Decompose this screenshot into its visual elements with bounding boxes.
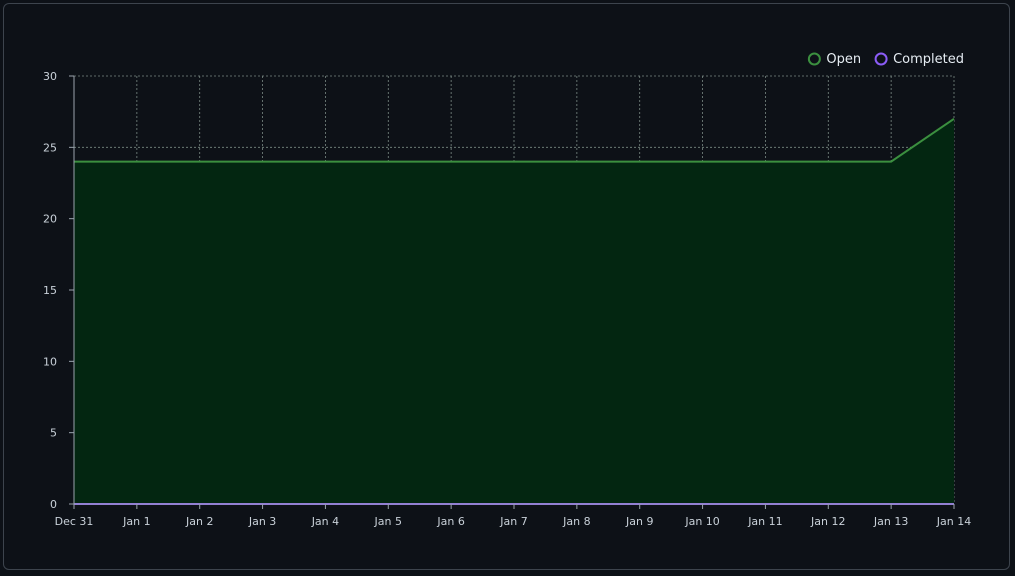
y-tick-labels: 0 5 10 15 20 25 30 (43, 70, 74, 511)
line-open (74, 117, 955, 163)
x-tick-label: Jan 3 (248, 515, 276, 528)
x-tick-label: Jan 8 (562, 515, 590, 528)
x-tick-label: Jan 9 (625, 515, 653, 528)
x-tick-label: Jan 5 (374, 515, 402, 528)
x-tick-label: Jan 4 (311, 515, 339, 528)
x-tick-label: Jan 11 (747, 515, 782, 528)
legend-marker (874, 52, 888, 66)
y-tick-label: 20 (43, 213, 57, 226)
legend: Completed Open (807, 52, 964, 67)
x-tick-label: Jan 14 (936, 515, 971, 528)
x-tick-label: Jan 6 (436, 515, 464, 528)
legend-label: Completed (893, 52, 964, 67)
y-tick-label: 30 (43, 70, 57, 83)
legend-item-completed[interactable]: Completed (874, 52, 964, 67)
area-open (74, 118, 954, 505)
x-tick-label: Jan 7 (499, 515, 527, 528)
x-tick-label: Jan 1 (122, 515, 150, 528)
y-tick-label: 0 (50, 498, 57, 511)
x-tick-label: Jan 2 (185, 515, 213, 528)
x-tick-label: Jan 12 (810, 515, 845, 528)
x-tick-label: Jan 10 (684, 515, 719, 528)
y-tick-label: 15 (43, 284, 57, 297)
y-tick-label: 5 (50, 427, 57, 440)
legend-marker (807, 52, 821, 66)
y-tick-label: 25 (43, 141, 57, 154)
x-tick-label: Dec 31 (55, 515, 94, 528)
legend-label: Open (826, 52, 861, 67)
y-tick-label: 10 (43, 355, 57, 368)
x-tick-label: Jan 13 (873, 515, 908, 528)
x-tick-labels: Dec 31 Jan 1 Jan 2 Jan 3 Jan 4 Jan 5 Jan 6 Jan … (55, 504, 971, 528)
legend-item-open[interactable]: Open (807, 52, 861, 67)
series-areas (74, 118, 954, 505)
